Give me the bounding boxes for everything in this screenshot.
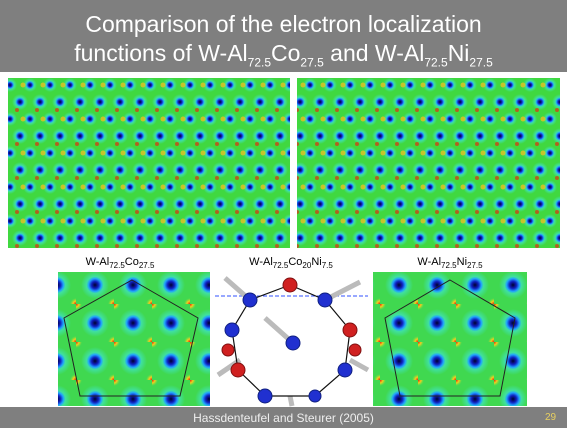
- elf-map-left: [8, 78, 290, 248]
- subscript: 72.5: [248, 56, 271, 70]
- citation: Hassdenteufel and Steurer (2005): [0, 411, 567, 425]
- subscript: 20: [302, 261, 311, 270]
- subscript: 72.5: [441, 261, 457, 270]
- subscript: 27.5: [467, 261, 483, 270]
- slide: Comparison of the electron localization …: [0, 0, 567, 428]
- text-segment: Co: [288, 256, 302, 268]
- elf-detail-right: [373, 272, 527, 406]
- subscript: 72.5: [273, 261, 289, 270]
- subscript: 27.5: [139, 261, 155, 270]
- subscript: 27.5: [469, 56, 492, 70]
- subscript: 7.5: [322, 261, 333, 270]
- panel-label: W-Al72.5Co20Ni7.5: [206, 256, 376, 270]
- subscript: 72.5: [424, 56, 447, 70]
- text-segment: W-Al: [86, 256, 110, 268]
- text-segment: Ni: [457, 256, 467, 268]
- panel-label: W-Al72.5Ni27.5: [365, 256, 535, 270]
- text-segment: Co: [125, 256, 139, 268]
- title-line: Comparison of the electron localization: [0, 10, 567, 38]
- text-segment: Ni: [448, 40, 470, 66]
- text-segment: W-Al: [249, 256, 273, 268]
- text-segment: Co: [271, 40, 300, 66]
- structure-model: [215, 270, 368, 406]
- text-segment: functions of W-Al: [74, 40, 247, 66]
- panel-label: W-Al72.5Co27.5: [35, 256, 205, 270]
- text-segment: and W-Al: [324, 40, 425, 66]
- subscript: 72.5: [109, 261, 125, 270]
- text-segment: W-Al: [417, 256, 441, 268]
- title-line: functions of W-Al72.5Co27.5 and W-Al72.5…: [0, 39, 567, 77]
- page-number: 29: [545, 412, 556, 423]
- text-segment: Ni: [311, 256, 321, 268]
- elf-map-right: [297, 78, 560, 248]
- text-segment: Comparison of the electron localization: [85, 11, 481, 37]
- subscript: 27.5: [300, 56, 323, 70]
- elf-detail-left: [58, 272, 210, 406]
